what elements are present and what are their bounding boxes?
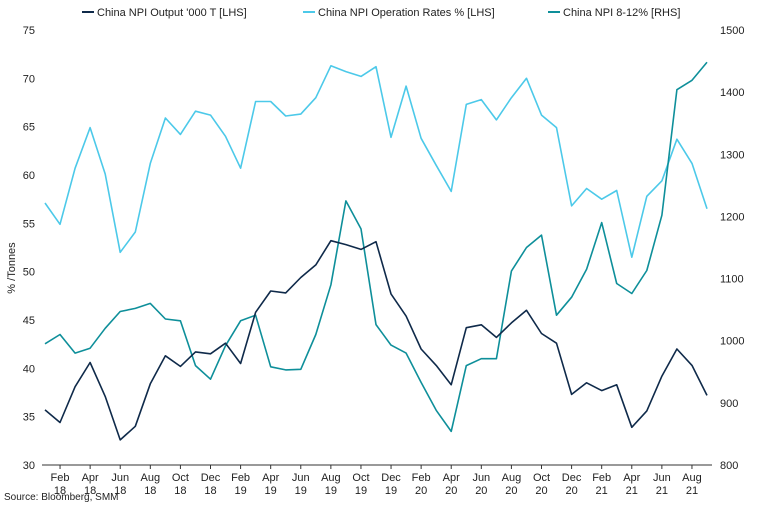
source-note: Source: Bloomberg, SMM xyxy=(4,492,119,503)
x-tick-label-month: Dec xyxy=(381,472,401,484)
y-right-tick-label: 1100 xyxy=(720,274,744,286)
y-right-tick-label: 1500 xyxy=(720,25,744,37)
y-right-tick-label: 1400 xyxy=(720,87,744,99)
x-tick-label-month: Apr xyxy=(443,472,460,484)
x-tick-label-year: 19 xyxy=(355,485,367,497)
y-right-tick-label: 900 xyxy=(720,398,738,410)
legend-item-operation-rates: China NPI Operation Rates % [LHS] xyxy=(303,7,495,19)
x-tick-label-year: 18 xyxy=(114,485,126,497)
x-tick-label-month: Feb xyxy=(412,472,431,484)
x-tick-label-month: Aug xyxy=(502,472,522,484)
legend-label-operation-rates: China NPI Operation Rates % [LHS] xyxy=(318,7,495,19)
x-tick-label-month: Jun xyxy=(292,472,310,484)
x-tick-label-month: Feb xyxy=(231,472,250,484)
y-left-tick-label: 60 xyxy=(23,170,35,182)
legend-label-npi-8-12: China NPI 8-12% [RHS] xyxy=(563,7,680,19)
y-axis-right-ticks: 800 900 1000 1100 1200 1300 1400 1500 xyxy=(720,25,744,472)
y-left-tick-label: 70 xyxy=(23,73,35,85)
y-left-tick-label: 35 xyxy=(23,412,35,424)
x-tick-label-month: Aug xyxy=(321,472,341,484)
x-tick-label-year: 19 xyxy=(265,485,277,497)
y-left-tick-label: 65 xyxy=(23,122,35,134)
y-left-tick-label: 50 xyxy=(23,267,35,279)
x-tick-label-year: 19 xyxy=(234,485,246,497)
series-line-npi-output xyxy=(44,239,708,441)
x-tick-label-month: Dec xyxy=(562,472,582,484)
y-left-tick-label: 45 xyxy=(23,315,35,327)
x-tick-label-year: 21 xyxy=(686,485,698,497)
x-tick-label-year: 20 xyxy=(565,485,577,497)
x-tick-label-year: 18 xyxy=(204,485,216,497)
x-tick-label-year: 18 xyxy=(144,485,156,497)
x-tick-label-year: 18 xyxy=(54,485,66,497)
legend-item-npi-output: China NPI Output '000 T [LHS] xyxy=(82,7,247,19)
x-tick-label-month: Jun xyxy=(472,472,490,484)
x-tick-label-month: Oct xyxy=(352,472,369,484)
x-tick-label-year: 20 xyxy=(535,485,547,497)
x-tick-label-year: 20 xyxy=(415,485,427,497)
legend: China NPI Output '000 T [LHS] China NPI … xyxy=(82,7,680,19)
x-tick-label-year: 18 xyxy=(174,485,186,497)
legend-label-npi-output: China NPI Output '000 T [LHS] xyxy=(97,7,247,19)
x-tick-label-month: Oct xyxy=(172,472,189,484)
y-left-tick-label: 30 xyxy=(23,460,35,472)
x-tick-label-year: 21 xyxy=(656,485,668,497)
x-tick-label-month: Aug xyxy=(682,472,702,484)
x-tick-label-month: Feb xyxy=(592,472,611,484)
y-right-tick-label: 1300 xyxy=(720,149,744,161)
x-tick-label-month: Jun xyxy=(111,472,129,484)
y-axis-title: % /Tonnes xyxy=(6,242,18,294)
x-tick-label-year: 19 xyxy=(325,485,337,497)
x-tick-label-month: Jun xyxy=(653,472,671,484)
series-line-operation-rates xyxy=(44,65,708,259)
y-left-tick-label: 40 xyxy=(23,363,35,375)
series-layer xyxy=(44,61,708,441)
x-tick-label-year: 20 xyxy=(445,485,457,497)
x-tick-label-month: Aug xyxy=(141,472,161,484)
x-tick-label-year: 19 xyxy=(295,485,307,497)
y-left-tick-label: 75 xyxy=(23,25,35,37)
x-tick-label-year: 20 xyxy=(505,485,517,497)
x-tick-label-month: Dec xyxy=(201,472,221,484)
x-axis-ticks: Feb18Apr18Jun18Aug18Oct18Dec18Feb19Apr19… xyxy=(51,465,702,497)
x-tick-label-month: Apr xyxy=(82,472,99,484)
x-tick-label-month: Feb xyxy=(51,472,70,484)
x-tick-label-month: Apr xyxy=(262,472,279,484)
y-axis-left-ticks: 30 35 40 45 50 55 60 65 70 75 xyxy=(23,25,35,472)
series-line-npi-8-12 xyxy=(44,61,708,433)
x-tick-label-year: 19 xyxy=(385,485,397,497)
x-tick-label-month: Apr xyxy=(623,472,640,484)
x-tick-label-year: 18 xyxy=(84,485,96,497)
x-tick-label-month: Oct xyxy=(533,472,550,484)
y-left-tick-label: 55 xyxy=(23,218,35,230)
y-right-tick-label: 1000 xyxy=(720,336,744,348)
y-right-tick-label: 1200 xyxy=(720,211,744,223)
y-right-tick-label: 800 xyxy=(720,460,738,472)
x-tick-label-year: 21 xyxy=(596,485,608,497)
x-tick-label-year: 20 xyxy=(475,485,487,497)
x-tick-label-year: 21 xyxy=(626,485,638,497)
legend-item-npi-8-12: China NPI 8-12% [RHS] xyxy=(548,7,680,19)
